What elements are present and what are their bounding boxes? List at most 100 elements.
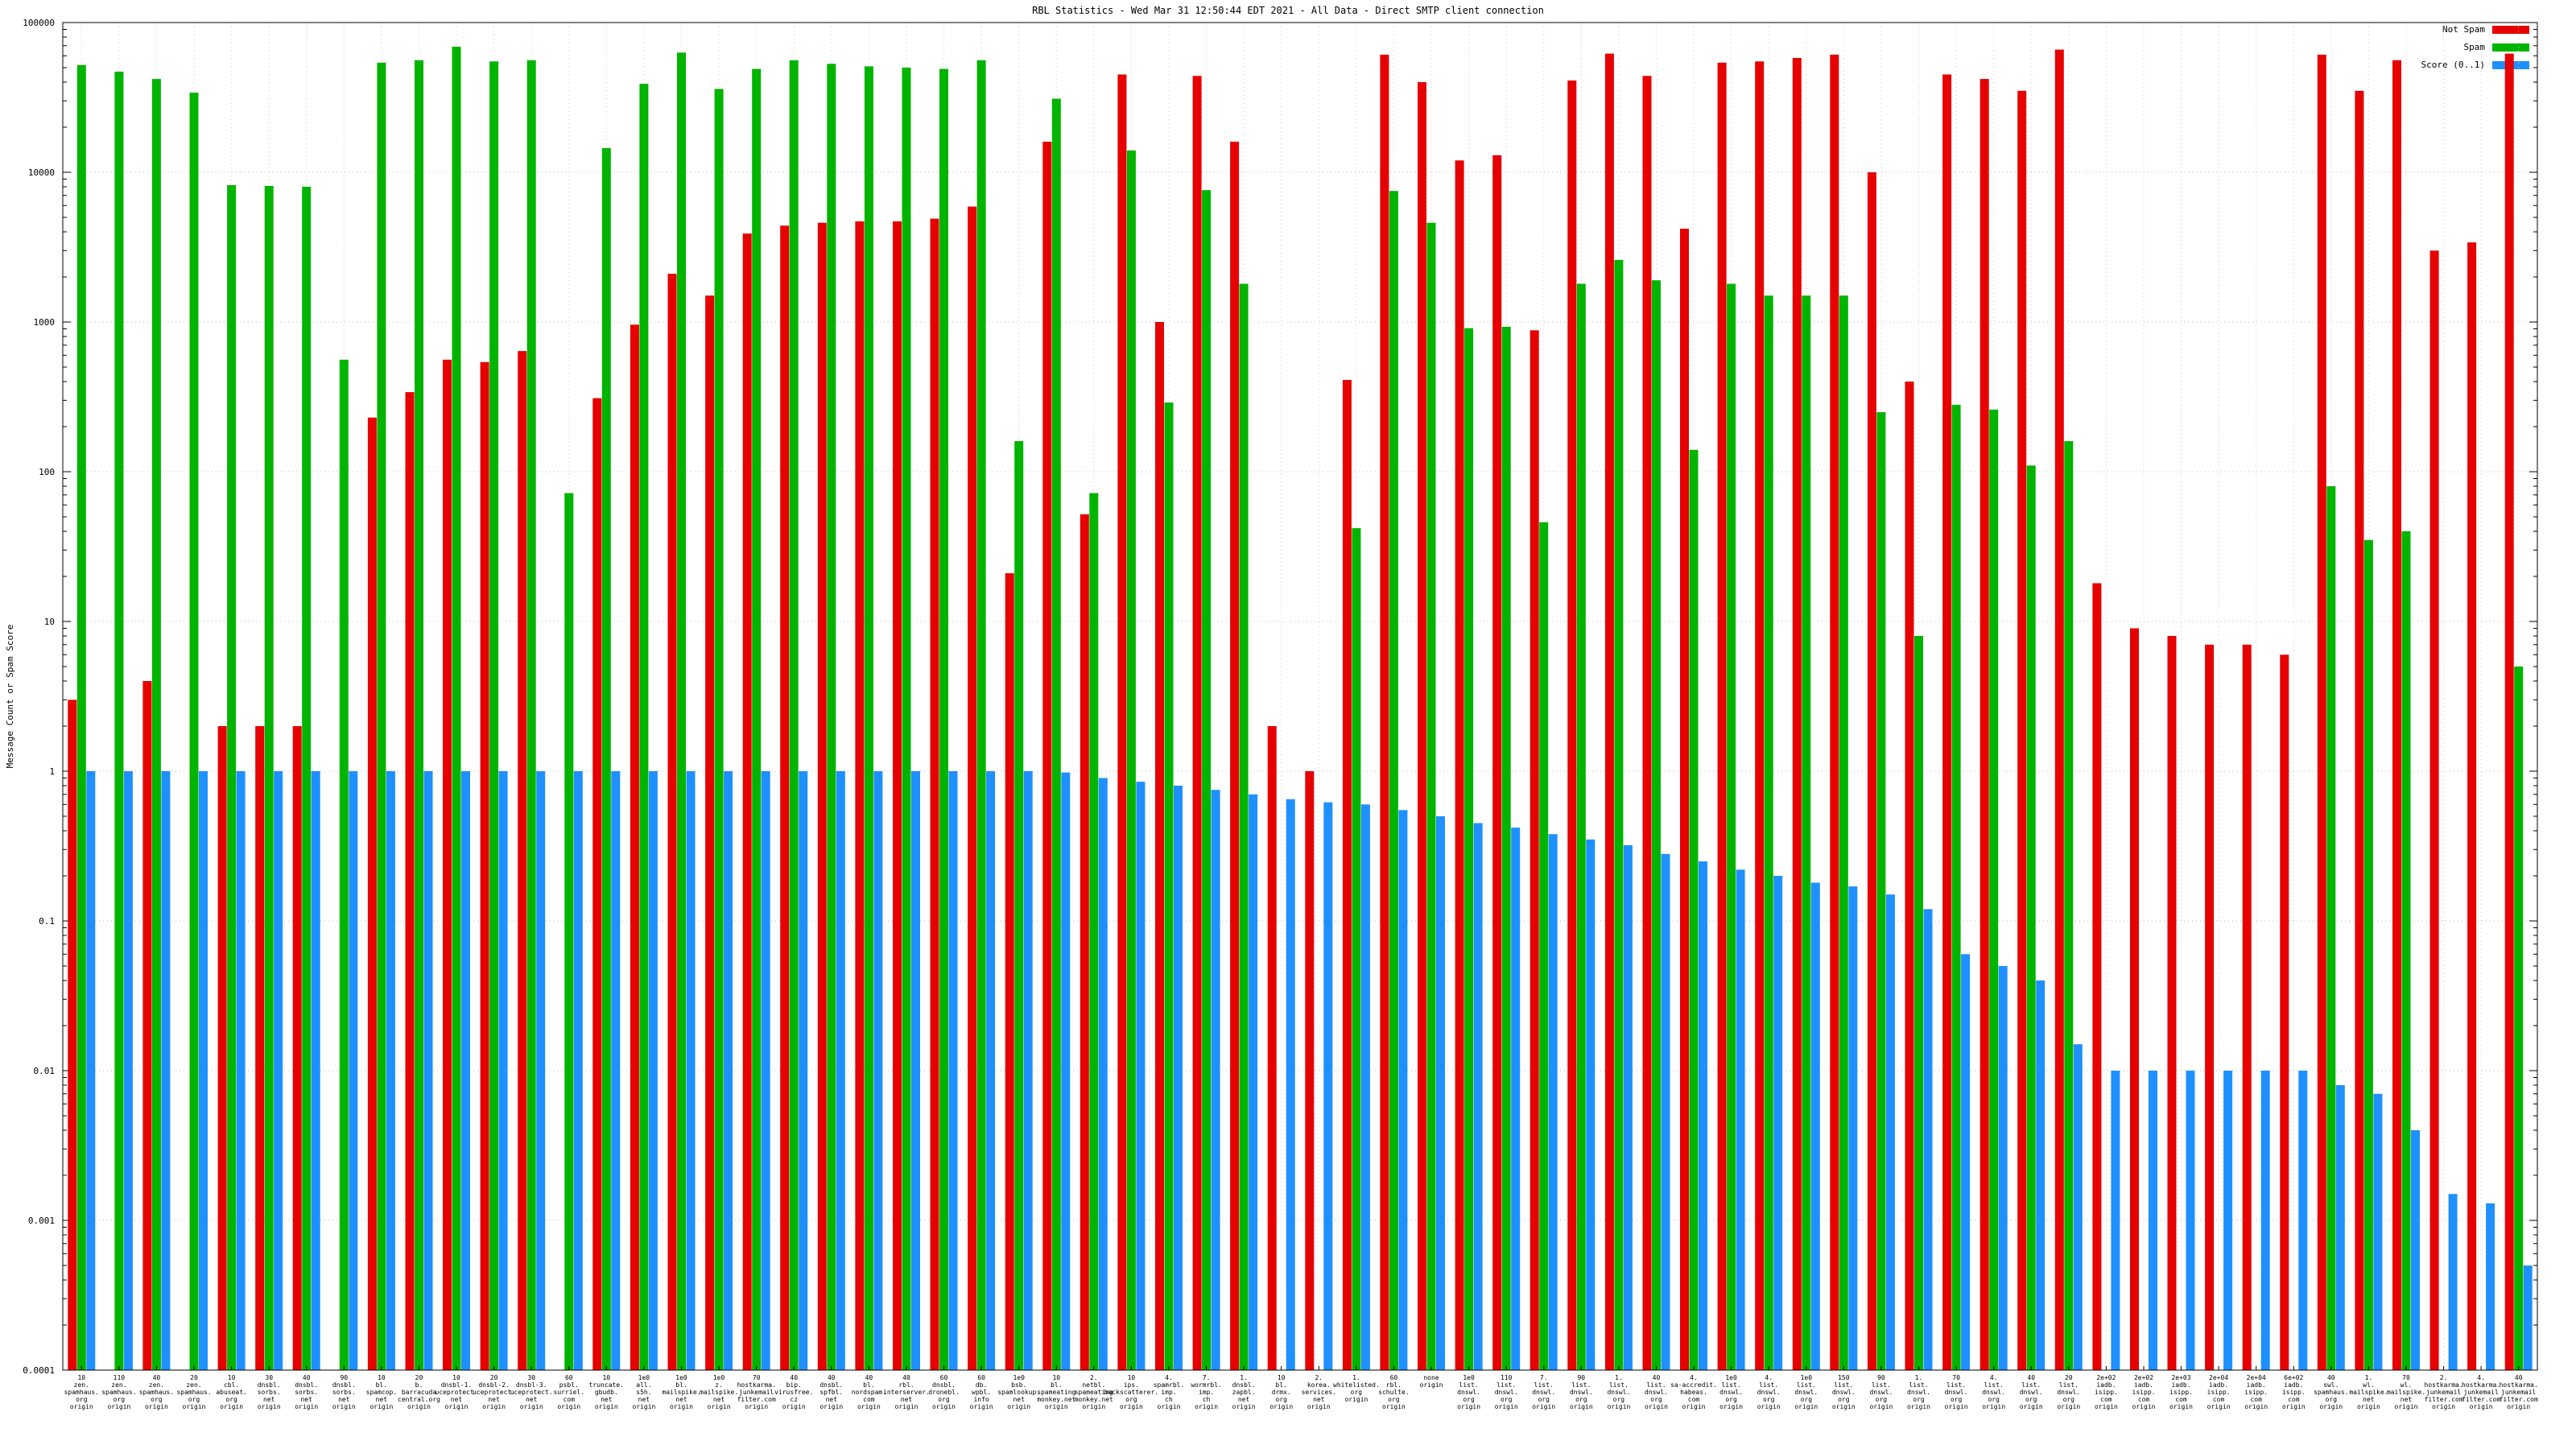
bar-spam: [2064, 441, 2074, 1370]
x-tick-label: junkemail: [739, 1389, 774, 1396]
bar-score: [1136, 782, 1146, 1370]
x-tick-label: origin: [1195, 1403, 1218, 1410]
x-tick-label: dnsbl.: [932, 1381, 956, 1389]
x-tick-label: list.: [1646, 1381, 1666, 1389]
x-tick-label: origin: [632, 1403, 655, 1410]
bar-score: [386, 771, 395, 1370]
x-tick-label: whitelisted.: [1333, 1381, 1380, 1389]
bar-score: [2298, 1071, 2308, 1370]
x-tick-label: list.: [1459, 1381, 1479, 1389]
bar-not-spam: [2392, 60, 2401, 1370]
x-tick-label: 20: [490, 1374, 498, 1381]
x-tick-label: org: [1988, 1396, 2000, 1403]
bar-score: [1360, 804, 1370, 1370]
bar-not-spam: [217, 726, 227, 1370]
bar-score: [2111, 1071, 2120, 1370]
bar-score: [1061, 772, 1071, 1370]
bar-not-spam: [1155, 322, 1164, 1370]
bar-not-spam: [1305, 771, 1315, 1370]
x-tick-label: filter.com: [2500, 1396, 2538, 1403]
x-tick-label: net: [488, 1396, 500, 1403]
x-tick-label: truncate.: [589, 1381, 624, 1389]
bar-not-spam: [142, 681, 152, 1370]
x-tick-label: org: [188, 1396, 200, 1403]
x-tick-label: surriel.: [554, 1389, 585, 1396]
bar-spam: [601, 148, 611, 1370]
bar-spam: [1464, 328, 1474, 1371]
x-tick-label: net: [2401, 1396, 2413, 1403]
y-axis-label: Message Count or Spam Score: [5, 625, 15, 769]
x-tick-label: 1.: [2365, 1374, 2373, 1381]
x-tick-label: zen.: [74, 1381, 89, 1389]
bar-not-spam: [1567, 80, 1577, 1370]
x-tick-label: origin: [857, 1403, 881, 1410]
x-tick-label: origin: [1344, 1396, 1368, 1403]
x-tick-label: sa-accredit.: [1670, 1381, 1717, 1389]
x-tick-label: wl.: [2363, 1381, 2374, 1389]
x-tick-label: origin: [1457, 1403, 1480, 1410]
x-tick-label: dnswl.: [1832, 1389, 1856, 1396]
x-tick-label: org: [1351, 1389, 1363, 1396]
x-tick-label: 40: [865, 1374, 873, 1381]
bar-not-spam: [255, 726, 265, 1370]
x-tick-label: origin: [1532, 1403, 1555, 1410]
x-tick-label: org: [1951, 1396, 1963, 1403]
bar-spam: [452, 47, 461, 1370]
x-tick-label: org: [1501, 1396, 1513, 1403]
x-tick-label: dnswl.: [1719, 1389, 1743, 1396]
bar-not-spam: [292, 726, 302, 1370]
bar-spam: [1202, 190, 1212, 1371]
bar-not-spam: [1080, 514, 1089, 1370]
x-tick-label: b.: [415, 1381, 423, 1389]
legend-swatch-not-spam: [2492, 25, 2529, 34]
x-tick-label: list.: [1984, 1381, 2004, 1389]
x-tick-label: org: [1463, 1396, 1475, 1403]
bar-spam: [227, 185, 237, 1370]
bar-score: [349, 771, 358, 1370]
x-tick-label: spamlookup.: [997, 1389, 1040, 1396]
bar-spam: [1126, 150, 1136, 1370]
x-tick-label: net: [713, 1396, 725, 1403]
x-tick-label: mailspike.: [662, 1389, 700, 1396]
x-tick-label: 40: [303, 1374, 311, 1381]
x-tick-label: spameating: [1075, 1389, 1113, 1396]
x-tick-label: 40: [2515, 1374, 2523, 1381]
y-tick-label: 10: [44, 617, 55, 627]
bar-score: [1961, 954, 1971, 1370]
bar-not-spam: [2054, 49, 2064, 1371]
x-tick-label: 40: [153, 1374, 161, 1381]
x-tick-label: iadb.: [2209, 1381, 2228, 1389]
x-tick-label: iadb.: [2284, 1381, 2303, 1389]
bar-not-spam: [1492, 155, 1502, 1370]
x-tick-label: origin: [2057, 1403, 2080, 1410]
x-tick-label: spameating: [1037, 1389, 1075, 1396]
bar-spam: [1689, 449, 1699, 1370]
x-tick-label: origin: [895, 1403, 919, 1410]
x-tick-label: com: [1688, 1396, 1700, 1403]
x-tick-label: org: [1275, 1396, 1287, 1403]
x-tick-label: nordspam.: [852, 1389, 886, 1396]
bar-score: [2073, 1044, 2083, 1370]
x-tick-label: origin: [2020, 1403, 2043, 1410]
bar-spam: [302, 187, 312, 1370]
bar-not-spam: [405, 392, 415, 1371]
bar-score: [1211, 790, 1220, 1370]
bar-score: [1699, 861, 1707, 1370]
bar-score: [1661, 853, 1670, 1370]
bar-spam: [789, 60, 799, 1370]
x-tick-label: 20: [415, 1374, 423, 1381]
x-tick-label: com: [2213, 1396, 2225, 1403]
x-tick-label: bl.: [1275, 1381, 1286, 1389]
x-tick-label: origin: [183, 1403, 206, 1410]
x-tick-label: org: [1838, 1396, 1850, 1403]
bar-not-spam: [1342, 380, 1352, 1370]
x-tick-label: org: [76, 1396, 88, 1403]
x-tick-label: net: [376, 1396, 388, 1403]
x-tick-label: schulte.: [1378, 1389, 1410, 1396]
x-tick-label: 70: [2402, 1374, 2410, 1381]
bar-not-spam: [592, 398, 602, 1371]
x-tick-label: korea.: [1307, 1381, 1331, 1389]
legend-label-score: Score (0..1): [2421, 60, 2485, 70]
bar-not-spam: [855, 221, 865, 1370]
